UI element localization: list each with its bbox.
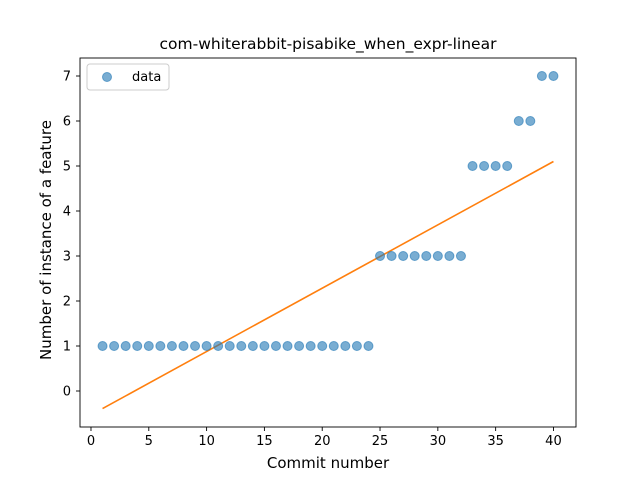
y-tick-label: 0 — [63, 385, 71, 400]
y-tick-label: 2 — [63, 295, 71, 310]
x-tick-label: 40 — [545, 434, 562, 449]
x-axis-title: Commit number — [267, 454, 390, 472]
data-point — [201, 341, 212, 351]
data-point — [525, 116, 536, 126]
x-tick-label: 25 — [372, 434, 389, 449]
legend-label-data: data — [132, 70, 161, 85]
data-point — [455, 251, 466, 261]
data-point — [363, 341, 374, 351]
y-tick-label: 3 — [63, 250, 71, 265]
x-tick-label: 0 — [87, 434, 95, 449]
data-point — [166, 341, 177, 351]
data-point — [178, 341, 189, 351]
y-axis-title: Number of instance of a feature — [37, 120, 55, 360]
data-point — [467, 161, 478, 171]
data-point — [421, 251, 432, 261]
x-tick-label: 30 — [430, 434, 447, 449]
data-point — [386, 251, 397, 261]
data-point — [490, 161, 501, 171]
x-tick-label: 5 — [145, 434, 153, 449]
data-point — [375, 251, 386, 261]
fit-line — [102, 160, 554, 410]
x-tick-label: 20 — [314, 434, 331, 449]
plot-area — [97, 71, 559, 410]
data-point — [351, 341, 362, 351]
data-point — [224, 341, 235, 351]
data-point — [143, 341, 154, 351]
data-point — [328, 341, 339, 351]
data-point — [294, 341, 305, 351]
data-point — [398, 251, 409, 261]
x-tick-label: 15 — [256, 434, 273, 449]
y-tick-label: 4 — [63, 205, 71, 220]
axes: 0 5 10 15 20 25 30 35 40 0 1 2 3 4 5 6 7 — [63, 57, 577, 449]
y-tick-label: 1 — [63, 340, 71, 355]
data-point — [282, 341, 293, 351]
data-point — [502, 161, 513, 171]
data-point — [317, 341, 328, 351]
data-point — [548, 71, 559, 81]
legend-marker-data — [102, 72, 112, 82]
data-point — [190, 341, 201, 351]
data-point — [409, 251, 420, 261]
data-point — [536, 71, 547, 81]
data-point — [120, 341, 131, 351]
data-point — [479, 161, 490, 171]
data-point — [259, 341, 270, 351]
data-point — [247, 341, 258, 351]
legend-box — [86, 63, 170, 91]
data-point — [109, 341, 120, 351]
legend: data — [86, 63, 170, 91]
data-point — [270, 341, 281, 351]
data-point — [340, 341, 351, 351]
data-point — [305, 341, 316, 351]
data-point — [444, 251, 455, 261]
data-point — [236, 341, 247, 351]
x-tick-label: 35 — [487, 434, 504, 449]
data-point — [155, 341, 166, 351]
x-tick-label: 10 — [198, 434, 215, 449]
axes-frame — [79, 57, 577, 428]
data-point — [132, 341, 143, 351]
chart-title: com-whiterabbit-pisabike_when_expr-linea… — [160, 35, 498, 54]
y-tick-label: 6 — [63, 115, 71, 130]
data-point — [432, 251, 443, 261]
data-point — [513, 116, 524, 126]
y-tick-label: 5 — [63, 160, 71, 175]
y-tick-label: 7 — [63, 70, 71, 85]
data-point — [213, 341, 224, 351]
data-point — [97, 341, 108, 351]
